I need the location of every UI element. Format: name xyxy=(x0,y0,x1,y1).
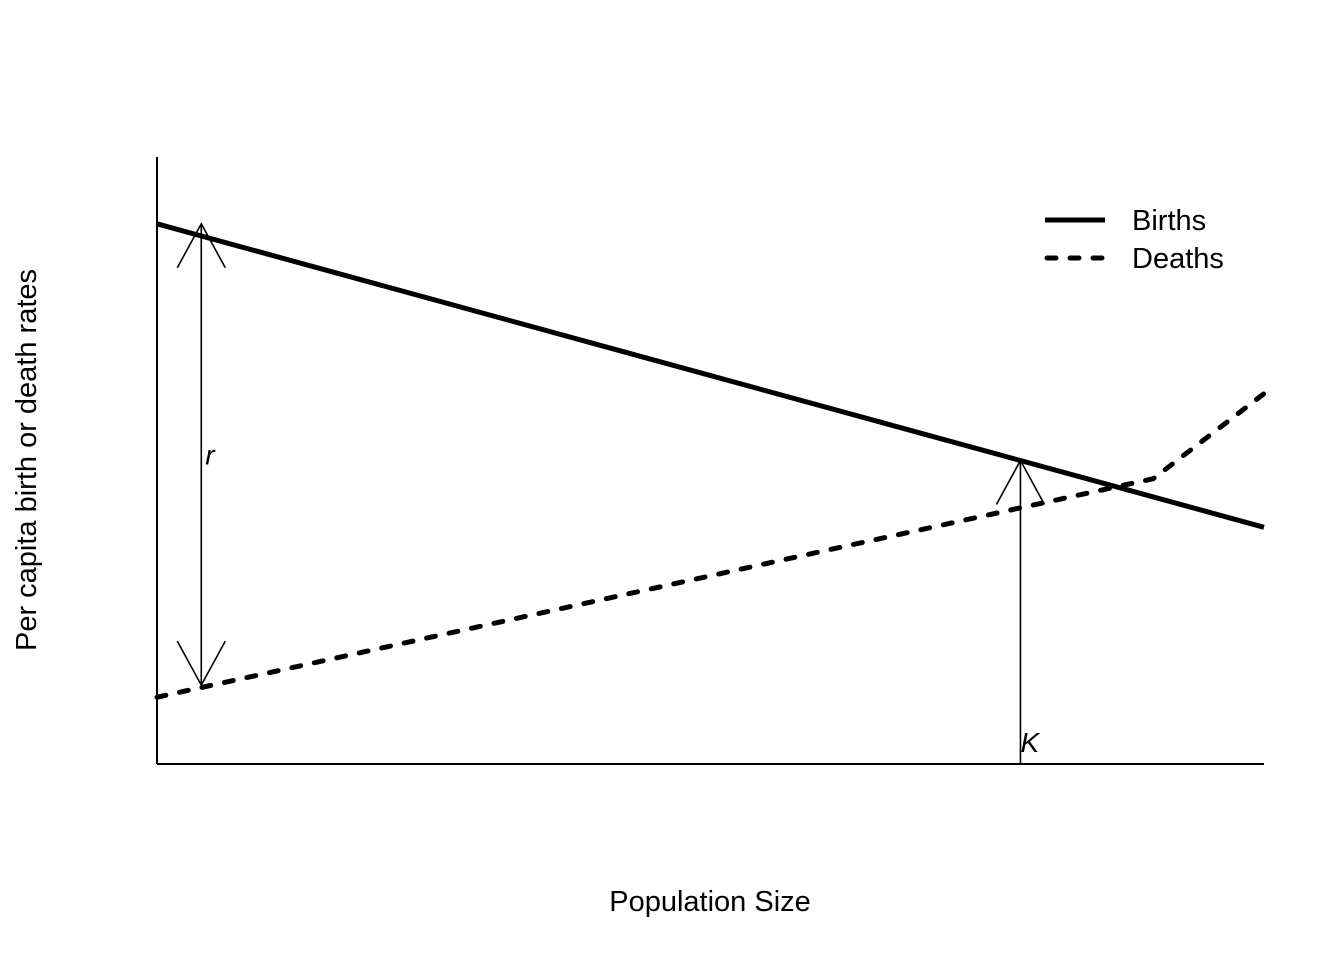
arrowhead-r-bottom xyxy=(176,640,226,687)
annotation-layer: rK xyxy=(176,222,1046,764)
annotation-label-k: K xyxy=(1020,727,1040,758)
y-axis-label: Per capita birth or death rates xyxy=(11,269,43,651)
series-layer xyxy=(154,221,1267,700)
annotation-label-r: r xyxy=(205,439,216,470)
legend: Births Deaths xyxy=(1044,205,1224,275)
arrowhead-r-top xyxy=(176,222,226,269)
series-line-deaths xyxy=(154,391,1267,700)
arrowhead-k-top xyxy=(995,458,1046,505)
legend-label-births: Births xyxy=(1132,205,1206,237)
series-line-births xyxy=(156,221,1265,530)
legend-label-deaths: Deaths xyxy=(1132,243,1224,275)
x-axis-label: Population Size xyxy=(609,886,811,918)
